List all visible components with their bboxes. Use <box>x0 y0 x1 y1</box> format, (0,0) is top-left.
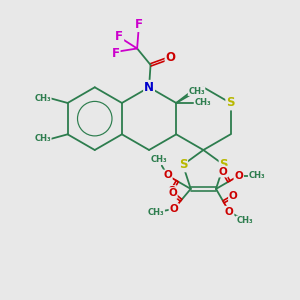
Text: O: O <box>168 188 177 198</box>
Text: CH₃: CH₃ <box>236 216 253 225</box>
Text: N: N <box>144 81 154 94</box>
Text: O: O <box>229 191 238 201</box>
Text: S: S <box>220 158 228 171</box>
Text: O: O <box>225 207 233 217</box>
Text: S: S <box>179 158 187 171</box>
Text: S: S <box>226 97 235 110</box>
Text: F: F <box>115 30 123 43</box>
Text: F: F <box>112 47 120 60</box>
Text: O: O <box>169 204 178 214</box>
Text: O: O <box>219 167 228 177</box>
Text: F: F <box>135 18 143 31</box>
Text: CH₃: CH₃ <box>34 94 51 103</box>
Text: O: O <box>167 186 176 196</box>
Text: CH₃: CH₃ <box>248 171 265 180</box>
Text: CH₃: CH₃ <box>150 155 167 164</box>
Text: CH₃: CH₃ <box>188 86 205 95</box>
Text: O: O <box>166 51 176 64</box>
Text: CH₃: CH₃ <box>34 134 51 143</box>
Text: O: O <box>234 171 243 181</box>
Text: O: O <box>163 170 172 181</box>
Text: CH₃: CH₃ <box>194 98 211 107</box>
Text: CH₃: CH₃ <box>148 208 164 217</box>
